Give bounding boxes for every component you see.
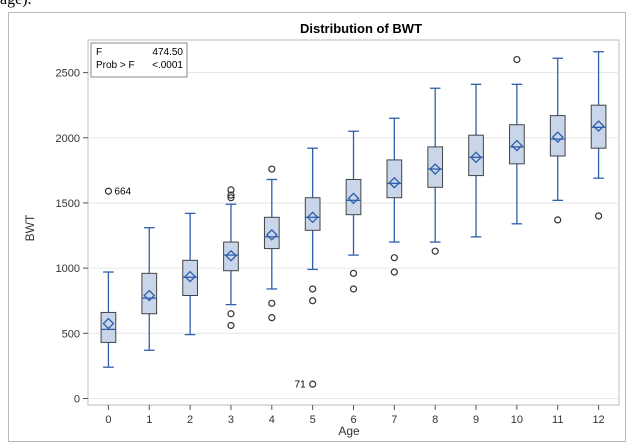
- iqr-box: [386, 159, 403, 199]
- mean-marker: [429, 163, 442, 175]
- outlier-point: [390, 268, 398, 276]
- stats-inset: F 474.50 Prob > F <.0001: [90, 42, 188, 78]
- outlier-point: [104, 187, 113, 195]
- iqr-box: [223, 241, 239, 272]
- x-tick-label: 3: [228, 414, 234, 426]
- y-tick-label: 2500: [56, 68, 80, 80]
- outlier-point: [309, 297, 317, 305]
- iqr-box: [509, 124, 525, 165]
- outlier-point: [390, 254, 398, 262]
- box-age-2: [182, 212, 198, 336]
- x-tick-label: 9: [473, 414, 479, 426]
- box-age-6: [345, 130, 362, 293]
- mean-marker: [510, 139, 523, 152]
- x-tick-label: 8: [432, 414, 438, 426]
- x-tick-label: 12: [592, 414, 604, 426]
- iqr-box: [345, 178, 362, 216]
- outlier-point: [268, 165, 276, 173]
- x-tick-label: 11: [552, 414, 563, 426]
- x-tick-label: 10: [511, 414, 523, 426]
- y-tick-label: 2000: [56, 133, 80, 145]
- box-age-3: [223, 186, 239, 330]
- boxes: 664 71: [100, 51, 607, 391]
- iqr-box: [549, 115, 566, 157]
- chart-title: Distribution of BWT: [300, 21, 422, 36]
- box-age-4: [263, 165, 280, 322]
- outlier-point: [227, 194, 235, 202]
- box-age-10: [509, 55, 525, 225]
- mean-marker: [265, 228, 278, 241]
- stat-label: F: [96, 47, 102, 58]
- iqr-box: [590, 104, 607, 149]
- box-plot-chart: Distribution of BWT 05001000150020002500…: [23, 21, 620, 438]
- mean-marker: [388, 176, 401, 189]
- y-axis: 0 500 1000 1500 2000 2500: [56, 68, 88, 405]
- iqr-box: [263, 216, 280, 250]
- outlier-point: [227, 191, 235, 199]
- mean-marker: [306, 211, 319, 224]
- box-age-9: [468, 83, 484, 238]
- box-age-8: [427, 87, 444, 255]
- y-axis-title: BWT: [23, 214, 37, 241]
- outlier-point: [431, 247, 439, 255]
- mean-marker: [592, 120, 605, 132]
- caption-fragment: age).: [0, 0, 32, 9]
- outlier-point: [349, 285, 358, 293]
- iqr-box: [427, 146, 444, 188]
- y-tick-label: 1500: [56, 198, 80, 210]
- outlier-point: [594, 212, 603, 220]
- mean-marker: [470, 151, 482, 164]
- iqr-box: [182, 259, 198, 297]
- mean-marker: [347, 192, 360, 205]
- stats-inset-box: [90, 42, 188, 78]
- mean-marker: [551, 131, 564, 144]
- mean-marker: [225, 249, 237, 262]
- outlier-label: 664: [114, 187, 131, 198]
- outlier-point: [513, 55, 521, 64]
- mean-marker: [184, 270, 197, 283]
- x-tick-label: 7: [391, 414, 397, 426]
- x-tick-label: 5: [310, 414, 316, 426]
- outlier-point: [227, 310, 235, 318]
- y-tick-label: 0: [74, 393, 80, 405]
- x-axis-title: Age: [338, 424, 360, 438]
- stat-value: 474.50: [152, 47, 183, 58]
- outlier-point: [227, 186, 235, 194]
- x-tick-label: 4: [269, 414, 275, 426]
- y-tick-label: 500: [62, 328, 80, 340]
- outlier-point: [309, 380, 317, 388]
- x-tick-label: 1: [146, 414, 152, 426]
- iqr-box: [304, 197, 321, 231]
- x-tick-label: 6: [350, 414, 356, 426]
- outlier-point: [227, 321, 235, 330]
- box-age-12: [590, 51, 607, 220]
- chart-frame: Distribution of BWT 0 500 1000 1500 2000 2500…: [8, 12, 626, 442]
- box-age-11: [549, 57, 566, 224]
- iqr-box: [468, 134, 484, 177]
- outlier-point: [268, 314, 276, 322]
- iqr-box: [141, 272, 158, 315]
- outlier-point: [554, 216, 562, 224]
- box-age-0: 664: [100, 187, 132, 368]
- outlier-label: 71: [295, 380, 307, 391]
- outlier-point: [349, 269, 358, 277]
- mean-marker: [102, 317, 115, 330]
- box-age-1: [141, 227, 158, 351]
- stat-label: Prob > F: [96, 60, 135, 71]
- box-age-5: 71: [295, 147, 321, 391]
- outlier-point: [309, 285, 317, 293]
- x-tick-label: 2: [187, 414, 193, 426]
- box-age-7: [386, 117, 403, 276]
- outlier-point: [268, 299, 276, 307]
- mean-marker: [143, 289, 156, 302]
- stat-value: <.0001: [152, 60, 183, 71]
- x-axis: 0 1 2 3 4 5 6 7 8 9 10 11 12: [105, 405, 605, 426]
- y-tick-label: 1000: [56, 263, 80, 275]
- x-tick-label: 0: [105, 414, 111, 426]
- iqr-box: [100, 311, 117, 343]
